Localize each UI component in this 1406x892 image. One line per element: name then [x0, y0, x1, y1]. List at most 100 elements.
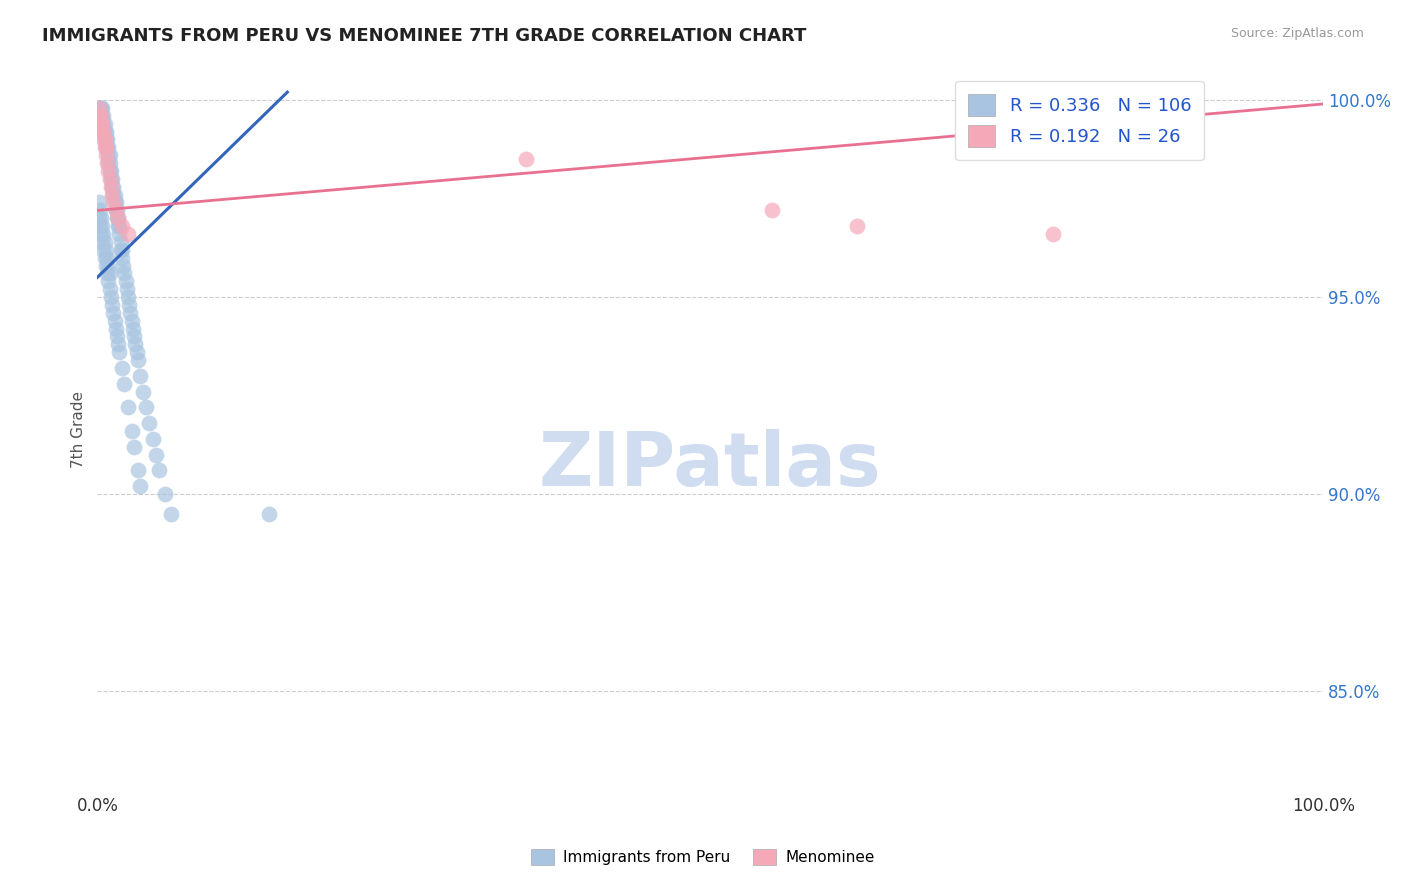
Point — [89, 109, 111, 123]
Point — [111, 251, 134, 265]
Point — [93, 124, 115, 138]
Point — [93, 109, 115, 123]
Point — [93, 124, 115, 138]
Point — [96, 267, 118, 281]
Point — [101, 172, 124, 186]
Point — [96, 140, 118, 154]
Point — [94, 140, 117, 154]
Point — [97, 164, 120, 178]
Point — [110, 243, 132, 257]
Point — [125, 345, 148, 359]
Point — [98, 156, 121, 170]
Point — [131, 384, 153, 399]
Point — [103, 187, 125, 202]
Point — [97, 156, 120, 170]
Point — [89, 117, 111, 131]
Point — [94, 124, 117, 138]
Point — [1042, 227, 1064, 241]
Point — [112, 376, 135, 391]
Point — [91, 124, 114, 138]
Point — [91, 219, 114, 234]
Point — [108, 227, 131, 241]
Point — [153, 487, 176, 501]
Point — [90, 101, 112, 115]
Point — [90, 109, 112, 123]
Point — [122, 440, 145, 454]
Point — [91, 101, 114, 115]
Point — [93, 132, 115, 146]
Point — [104, 195, 127, 210]
Point — [104, 321, 127, 335]
Y-axis label: 7th Grade: 7th Grade — [72, 391, 86, 467]
Point — [93, 243, 115, 257]
Point — [515, 152, 537, 166]
Point — [111, 361, 134, 376]
Point — [107, 211, 129, 226]
Point — [107, 219, 129, 234]
Point — [138, 416, 160, 430]
Point — [87, 101, 110, 115]
Point — [94, 243, 117, 257]
Point — [96, 156, 118, 170]
Point — [93, 132, 115, 146]
Point — [117, 290, 139, 304]
Point — [127, 463, 149, 477]
Point — [93, 251, 115, 265]
Point — [90, 227, 112, 241]
Point — [93, 235, 115, 249]
Point — [124, 337, 146, 351]
Point — [257, 507, 280, 521]
Point — [108, 345, 131, 359]
Point — [93, 124, 115, 138]
Point — [97, 140, 120, 154]
Point — [87, 101, 110, 115]
Point — [101, 298, 124, 312]
Point — [90, 117, 112, 131]
Point — [120, 306, 142, 320]
Point — [94, 132, 117, 146]
Point — [93, 132, 115, 146]
Point — [111, 243, 134, 257]
Point — [89, 219, 111, 234]
Point — [91, 117, 114, 131]
Point — [98, 172, 121, 186]
Point — [94, 259, 117, 273]
Point — [104, 203, 127, 218]
Point — [93, 140, 115, 154]
Point — [127, 353, 149, 368]
Point — [101, 179, 124, 194]
Point — [98, 148, 121, 162]
Point — [103, 179, 125, 194]
Point — [117, 227, 139, 241]
Point — [97, 148, 120, 162]
Point — [93, 227, 115, 241]
Point — [103, 195, 125, 210]
Point — [97, 274, 120, 288]
Point — [129, 479, 152, 493]
Point — [97, 259, 120, 273]
Point — [103, 306, 125, 320]
Point — [117, 401, 139, 415]
Point — [98, 164, 121, 178]
Point — [100, 179, 122, 194]
Point — [118, 298, 141, 312]
Point — [160, 507, 183, 521]
Point — [103, 314, 125, 328]
Point — [87, 109, 110, 123]
Point — [121, 314, 143, 328]
Point — [98, 282, 121, 296]
Point — [87, 211, 110, 226]
Point — [101, 187, 124, 202]
Point — [93, 117, 115, 131]
Point — [91, 109, 114, 123]
Point — [100, 164, 122, 178]
Legend: R = 0.336   N = 106, R = 0.192   N = 26: R = 0.336 N = 106, R = 0.192 N = 26 — [955, 81, 1204, 160]
Point — [129, 368, 152, 383]
Point — [121, 424, 143, 438]
Point — [110, 235, 132, 249]
Point — [103, 195, 125, 210]
Point — [91, 117, 114, 131]
Point — [111, 219, 134, 234]
Text: Source: ZipAtlas.com: Source: ZipAtlas.com — [1230, 27, 1364, 40]
Point — [96, 251, 118, 265]
